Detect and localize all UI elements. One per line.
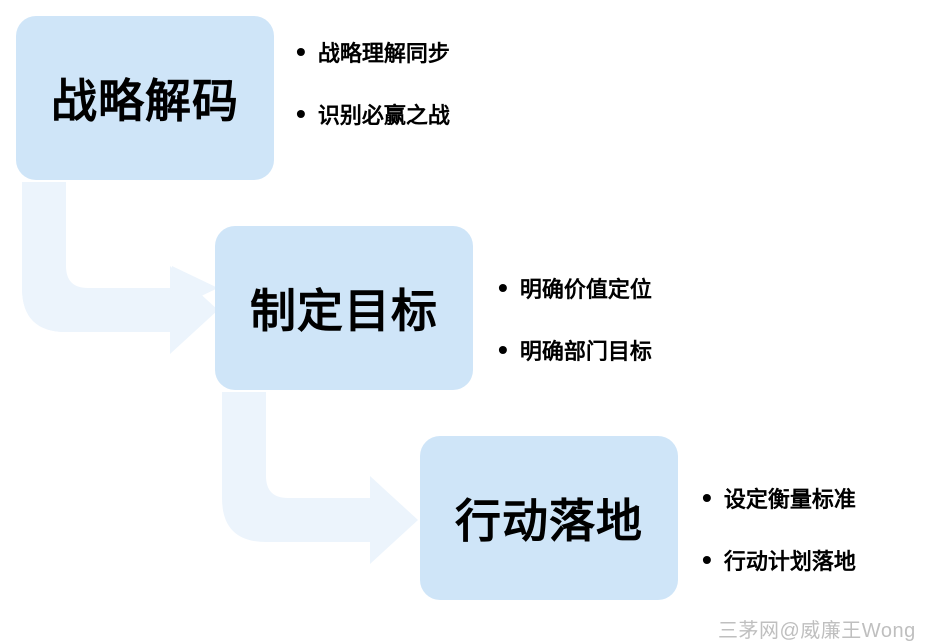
bullet: 战略理解同步	[296, 36, 450, 68]
step-title-3: 行动落地	[455, 485, 643, 551]
step-box-2: 制定目标	[215, 226, 473, 390]
watermark-text: 三茅网@威廉王Wong	[718, 614, 916, 643]
bullet-text: 识别必赢之战	[318, 98, 450, 130]
bullet: 行动计划落地	[702, 544, 856, 576]
step-box-1: 战略解码	[16, 16, 274, 180]
step-title-2: 制定目标	[250, 275, 438, 341]
bullet: 明确部门目标	[498, 334, 652, 366]
bullet: 设定衡量标准	[702, 482, 856, 514]
watermark-label: 三茅网@威廉王Wong	[718, 620, 916, 642]
step-bullets-1: 战略理解同步 识别必赢之战	[296, 36, 450, 130]
step-title-1: 战略解码	[51, 65, 239, 131]
step-box-3: 行动落地	[420, 436, 678, 600]
flow-arrow-1	[22, 182, 218, 354]
bullet: 识别必赢之战	[296, 98, 450, 130]
bullet-text: 战略理解同步	[318, 36, 450, 68]
bullet-text: 明确部门目标	[520, 334, 652, 366]
bullet: 明确价值定位	[498, 272, 652, 304]
bullet-text: 行动计划落地	[724, 544, 856, 576]
flow-arrow-2	[222, 392, 418, 564]
step-bullets-2: 明确价值定位 明确部门目标	[498, 272, 652, 366]
bullet-text: 设定衡量标准	[724, 482, 856, 514]
bullet-text: 明确价值定位	[520, 272, 652, 304]
step-bullets-3: 设定衡量标准 行动计划落地	[702, 482, 856, 576]
